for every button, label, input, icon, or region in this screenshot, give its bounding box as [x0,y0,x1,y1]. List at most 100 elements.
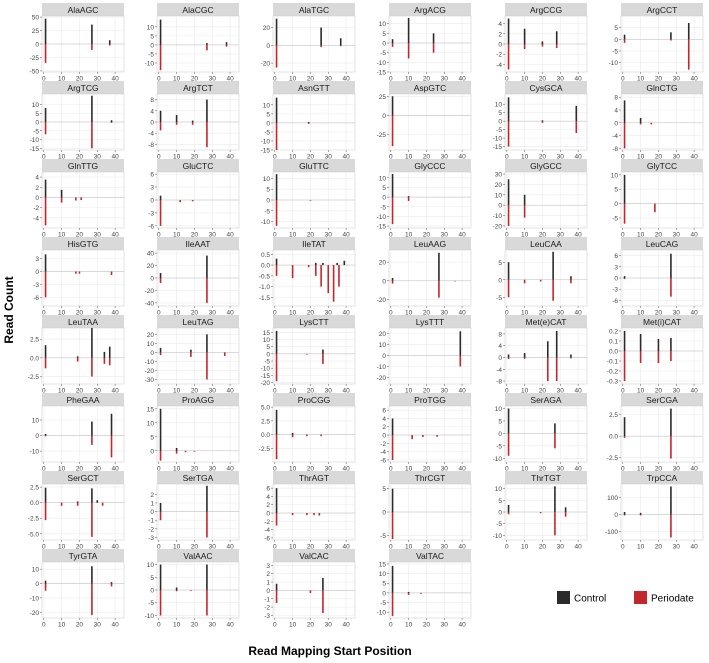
x-tick-label: 30 [557,544,565,551]
x-tick-label: 30 [325,232,333,239]
y-tick-label: 4 [150,108,154,115]
control-bar [541,41,544,44]
periodate-bar [44,502,47,521]
control-bar [91,488,93,503]
x-tick-label: 20 [76,76,84,83]
periodate-bar [110,435,113,458]
y-tick-label: 0.1 [609,339,618,346]
y-tick-label: 4 [498,21,502,28]
panel-background [272,483,356,541]
x-tick-label: 40 [574,154,582,161]
y-tick-label: -20 [145,368,155,375]
y-tick-label: -5 [33,128,39,135]
x-tick-label: 30 [94,466,102,473]
y-tick-label: 10 [379,342,387,349]
control-bar [391,565,394,593]
facet-title: ThrAGT [299,473,329,483]
periodate-bar [639,122,642,125]
control-bar [623,512,626,515]
periodate-bar [275,513,278,526]
y-tick-label: -8 [496,379,502,386]
periodate-bar [438,280,440,298]
control-bar [206,564,208,590]
x-tick-label: 10 [405,154,413,161]
x-tick-label: 30 [94,388,102,395]
periodate-bar [670,278,672,297]
periodate-bar [650,122,653,125]
x-tick-label: 0 [157,544,161,551]
x-tick-label: 0 [273,544,277,551]
x-tick-label: 30 [94,154,102,161]
periodate-bar [320,265,322,287]
x-tick-label: 40 [690,544,698,551]
y-tick-label: -4 [264,527,270,534]
periodate-bar [322,590,324,613]
x-tick-label: 40 [342,466,350,473]
facet-strip [621,159,703,172]
x-tick-label: 40 [574,466,582,473]
control-bar [623,331,626,351]
control-bar [507,18,510,44]
control-bar [670,32,672,40]
y-tick-label: -25 [377,132,387,139]
panel-background [388,93,472,151]
y-tick-label: 0 [614,512,618,519]
facet-title: GluCTC [183,161,214,171]
periodate-bar [44,122,47,135]
periodate-bar [175,450,178,454]
control-bar [507,505,510,512]
facet-panel: PheGAA 10 0 -10 0 10 20 30 40 [30,393,125,473]
facet-panel: LeuCAA 5 0 -5 0 10 20 30 40 [496,237,588,317]
control-bar [44,18,47,44]
panel-background [388,327,472,385]
facet-title: SerCGA [646,395,678,405]
y-tick-label: -2 [380,441,386,448]
y-tick-label: 0 [35,433,39,440]
x-tick-label: 10 [289,466,297,473]
periodate-bar [44,583,47,591]
x-tick-label: 40 [111,76,119,83]
x-tick-label: 10 [521,466,529,473]
facet-strip [157,159,239,172]
y-tick-label: 0.2 [609,329,618,336]
x-tick-label: 30 [441,622,449,629]
y-tick-label: 0.0 [30,355,39,362]
x-tick-label: 20 [423,310,431,317]
x-tick-label: 0 [621,466,625,473]
facet-title: LeuCAA [530,239,562,249]
y-tick-label: 0 [150,276,154,283]
y-tick-label: -15 [30,146,40,153]
control-bar [639,334,642,351]
y-tick-label: 5 [614,25,618,32]
facet-panel: AlaTGC 20 0 -20 0 10 20 30 40 [261,3,356,83]
x-tick-label: 0 [389,622,393,629]
facet-strip [505,237,587,250]
y-tick-label: -10 [493,456,503,463]
x-tick-label: 0 [621,310,625,317]
control-bar [175,448,178,451]
control-bar [110,120,113,122]
facet-title: AsnGTT [298,83,330,93]
y-tick-label: 0 [150,588,154,595]
y-tick-label: 15 [379,561,387,568]
periodate-bar [314,265,317,276]
x-tick-label: 30 [557,232,565,239]
periodate-bar [432,43,435,53]
panel-background [41,327,125,385]
y-tick-label: -10 [377,364,387,371]
facet-title: SerAGA [530,395,562,405]
y-tick-label: 4 [35,175,39,182]
y-tick-label: -20 [493,223,503,230]
x-tick-label: 40 [226,310,234,317]
control-bar [44,179,47,198]
facet-strip [389,315,471,328]
periodate-bar [687,39,690,70]
x-tick-label: 10 [405,232,413,239]
panel-background [504,249,588,307]
x-tick-label: 10 [637,76,645,83]
control-bar [76,501,79,503]
